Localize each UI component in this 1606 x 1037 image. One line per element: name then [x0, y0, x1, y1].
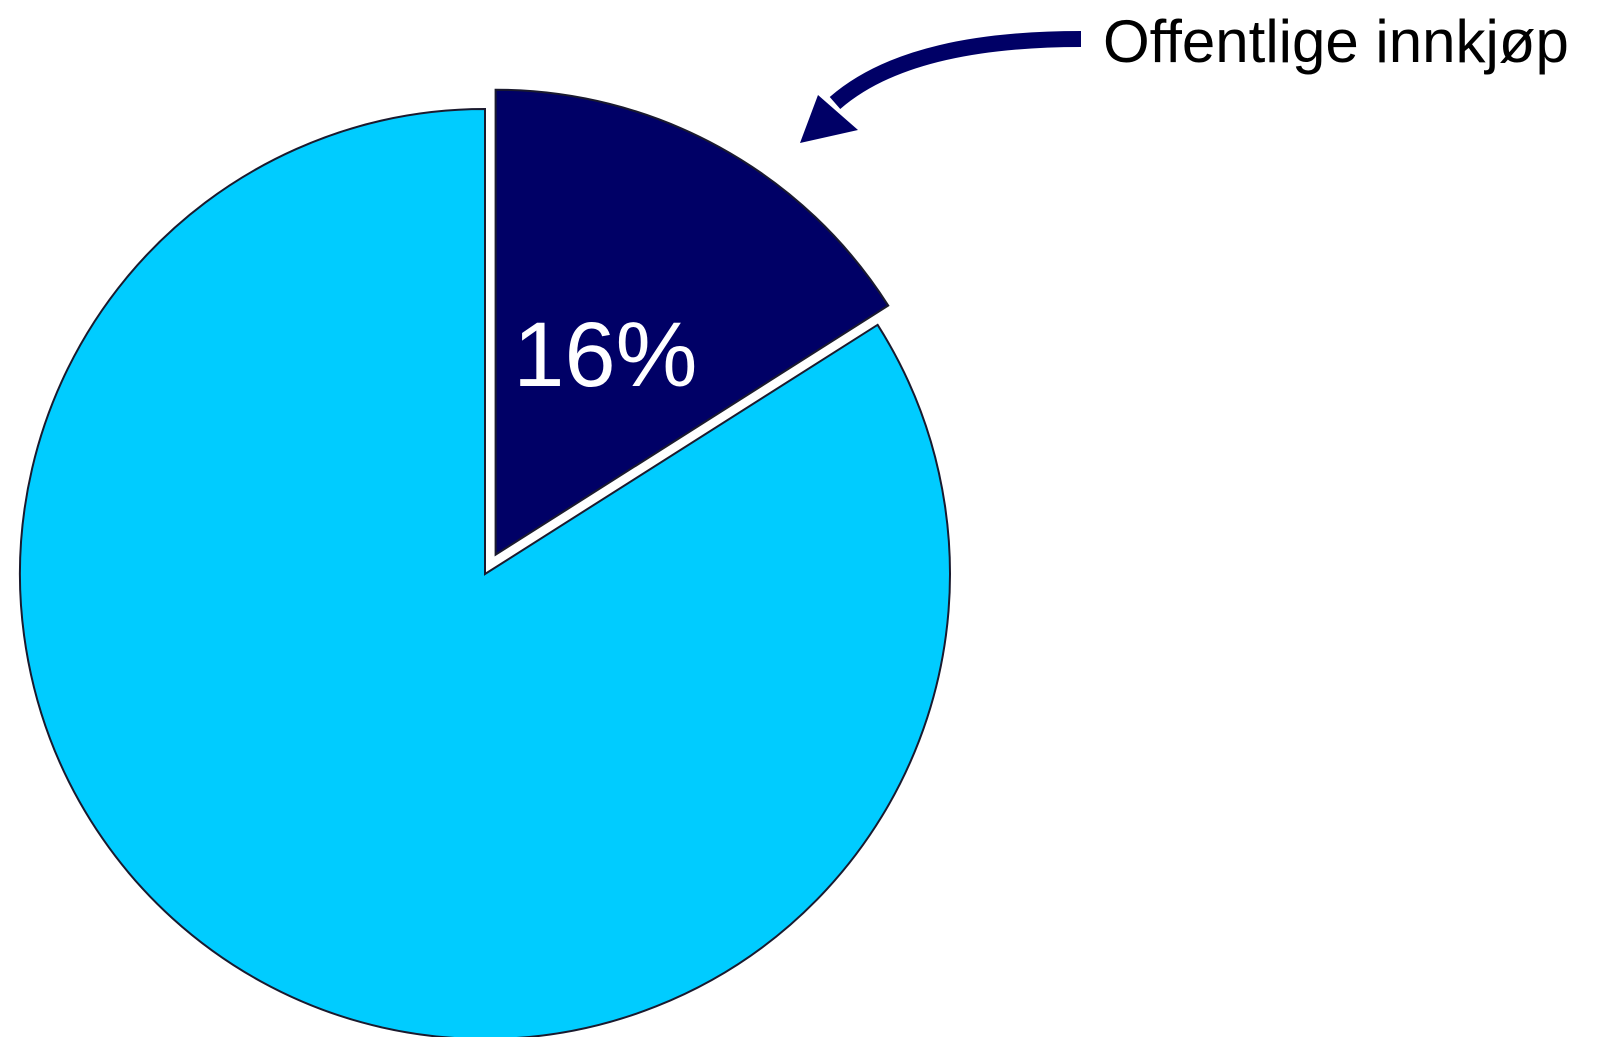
callout-arrowhead	[800, 95, 858, 143]
chart-annotations: Offentlige innkjøp	[800, 8, 1569, 143]
pie-slice-1	[19, 107, 951, 1037]
pie-labels: 16%	[513, 304, 697, 406]
pie-slice-value-label-0: 16%	[513, 304, 697, 406]
callout-arrow	[829, 31, 1082, 110]
pie-slice-0	[494, 88, 890, 557]
callout-label: Offentlige innkjøp	[1103, 8, 1569, 75]
pie-slices	[19, 88, 951, 1037]
